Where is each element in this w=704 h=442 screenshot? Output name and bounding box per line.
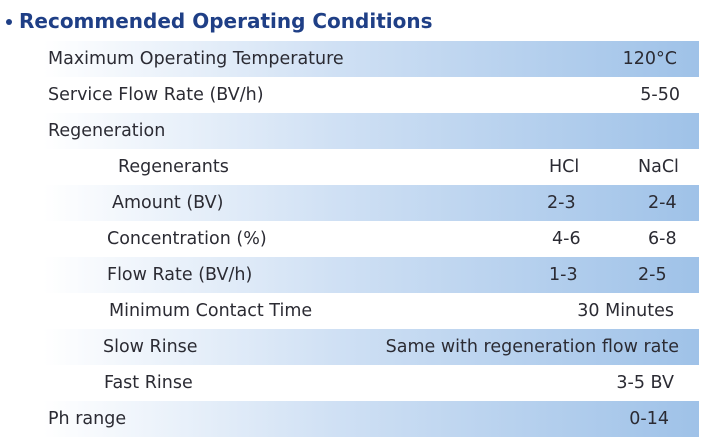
row-value: Same with regeneration flow rate: [385, 337, 679, 357]
row-label: Service Flow Rate (BV/h): [48, 85, 264, 105]
row-concentration: Concentration (%) 4-6 6-8: [43, 221, 699, 257]
row-label: Regeneration: [48, 121, 166, 141]
row-service-flow: Service Flow Rate (BV/h) 5-50: [43, 77, 699, 113]
hcl-header: HCl: [549, 157, 580, 177]
row-amount: Amount (BV) 2-3 2-4: [43, 185, 699, 221]
section-title: Recommended Operating Conditions: [19, 9, 433, 33]
row-fast-rinse: Fast Rinse 3-5 BV: [43, 365, 699, 401]
nacl-header: NaCl: [638, 157, 679, 177]
row-max-temperature: Maximum Operating Temperature 120°C: [43, 41, 699, 77]
row-label: Minimum Contact Time: [109, 301, 313, 321]
row-value: 3-5 BV: [616, 373, 674, 393]
row-regenerants: Regenerants HCl NaCl: [43, 149, 699, 185]
row-value: 120°C: [622, 49, 677, 69]
row-regen-flow-rate: Flow Rate (BV/h) 1-3 2-5: [43, 257, 699, 293]
section-heading: Recommended Operating Conditions: [6, 6, 433, 36]
row-label: Amount (BV): [112, 193, 224, 213]
row-label: Regenerants: [118, 157, 229, 177]
row-slow-rinse: Slow Rinse Same with regeneration flow r…: [43, 329, 699, 365]
row-label: Ph range: [48, 409, 127, 429]
nacl-value: 2-5: [638, 265, 667, 285]
hcl-value: 4-6: [552, 229, 581, 249]
row-label: Concentration (%): [107, 229, 267, 249]
row-label: Flow Rate (BV/h): [107, 265, 253, 285]
row-value: 5-50: [640, 85, 680, 105]
row-label: Fast Rinse: [104, 373, 193, 393]
nacl-value: 2-4: [648, 193, 677, 213]
hcl-value: 1-3: [549, 265, 578, 285]
row-value: 0-14: [629, 409, 669, 429]
row-label: Maximum Operating Temperature: [48, 49, 344, 69]
hcl-value: 2-3: [547, 193, 576, 213]
row-label: Slow Rinse: [103, 337, 198, 357]
row-contact-time: Minimum Contact Time 30 Minutes: [43, 293, 699, 329]
nacl-value: 6-8: [648, 229, 677, 249]
row-ph-range: Ph range 0-14: [43, 401, 699, 437]
row-value: 30 Minutes: [577, 301, 674, 321]
bullet-icon: [6, 19, 12, 25]
row-regeneration: Regeneration: [43, 113, 699, 149]
